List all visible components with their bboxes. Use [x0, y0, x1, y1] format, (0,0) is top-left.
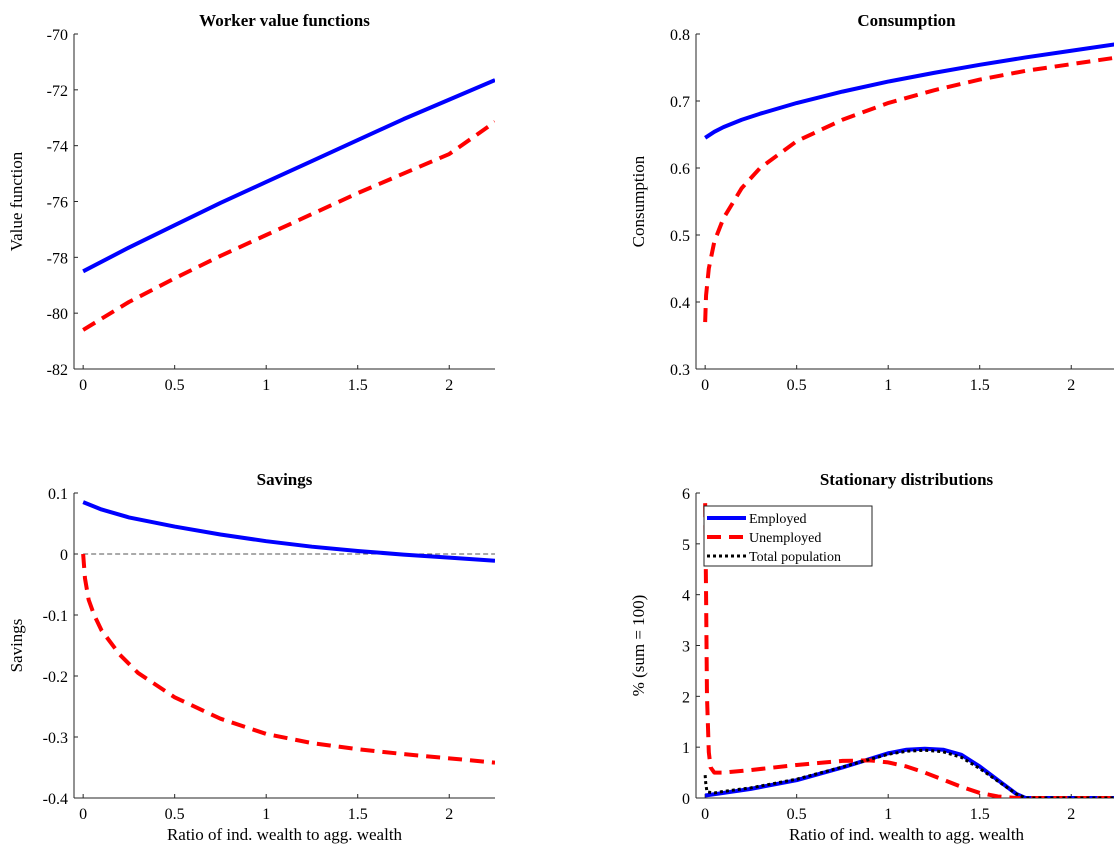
- x-tick-label: 2: [445, 806, 453, 823]
- y-tick-label: 0.1: [48, 486, 68, 503]
- y-tick-label: -72: [47, 83, 68, 100]
- y-tick-label: 2: [682, 689, 690, 706]
- legend-entry: Unemployed: [749, 531, 821, 546]
- series-line-unemployed: [81, 553, 495, 765]
- y-tick-label: -82: [47, 362, 68, 379]
- x-tick-label: 1: [262, 806, 270, 823]
- x-tick-label: 1.5: [348, 806, 368, 823]
- y-tick-label: 5: [682, 537, 690, 554]
- legend-entry: Total population: [749, 550, 841, 565]
- x-tick-label: 0: [701, 377, 709, 394]
- legend: Employed Unemployed Total population: [703, 505, 873, 567]
- y-tick-label: -0.4: [43, 791, 68, 808]
- x-tick-label: 0.5: [165, 377, 185, 394]
- y-tick-label: -0.2: [43, 669, 68, 686]
- x-tick-label: 1: [884, 377, 892, 394]
- y-tick-label: -76: [47, 195, 68, 212]
- y-tick-label: 0.8: [670, 27, 690, 44]
- y-tick-label: 3: [682, 639, 690, 656]
- y-tick-label: 0.7: [670, 94, 690, 111]
- x-tick-label: 0.5: [787, 806, 807, 823]
- y-tick-label: -78: [47, 250, 68, 267]
- x-axis-label: Ratio of ind. wealth to agg. wealth: [167, 825, 403, 844]
- consumption-title: Consumption: [857, 11, 956, 30]
- y-tick-label: -0.1: [43, 608, 68, 625]
- x-tick-label: 0.5: [165, 806, 185, 823]
- y-tick-label: -0.3: [43, 730, 68, 747]
- x-axis-label: Ratio of ind. wealth to agg. wealth: [789, 825, 1025, 844]
- series-line-unemployed: [703, 55, 1114, 323]
- y-axis-label: Value function: [7, 151, 26, 251]
- y-tick-label: 0: [682, 791, 690, 808]
- savings-panel: 0 0.5 1 1.5 2 -0.4 -0.3 -0.2 -0.1 0 0.1 Savings Savi…: [7, 470, 495, 844]
- legend-entry: Employed: [749, 512, 807, 527]
- series-line-total-population: [703, 748, 1114, 798]
- y-tick-label: 4: [682, 588, 690, 605]
- y-tick-label: 0.5: [670, 228, 690, 245]
- y-tick-label: 0.4: [670, 295, 690, 312]
- x-tick-label: 1.5: [970, 377, 990, 394]
- series-line-employed: [82, 78, 495, 274]
- y-axis-label: Consumption: [629, 155, 648, 247]
- y-axis-label: Savings: [7, 619, 26, 673]
- series-line-employed: [704, 746, 1114, 798]
- y-tick-label: 1: [682, 740, 690, 757]
- series-line-employed: [82, 500, 495, 563]
- x-tick-label: 1.5: [970, 806, 990, 823]
- y-tick-label: -70: [47, 27, 68, 44]
- y-tick-label: 0.6: [670, 161, 690, 178]
- series-line-unemployed: [82, 120, 495, 332]
- value-functions-title: Worker value functions: [199, 11, 370, 30]
- x-tick-label: 1.5: [348, 377, 368, 394]
- y-tick-label: -74: [47, 139, 68, 156]
- x-tick-label: 2: [1067, 806, 1075, 823]
- x-tick-label: 1: [262, 377, 270, 394]
- y-tick-label: -80: [47, 306, 68, 323]
- x-tick-label: 0: [701, 806, 709, 823]
- x-tick-label: 0.5: [787, 377, 807, 394]
- series-line-employed: [704, 42, 1114, 140]
- x-tick-label: 2: [445, 377, 453, 394]
- distributions-title: Stationary distributions: [820, 470, 994, 489]
- y-tick-label: 0: [60, 547, 68, 564]
- x-tick-label: 1: [884, 806, 892, 823]
- y-tick-label: 6: [682, 486, 690, 503]
- savings-title: Savings: [257, 470, 313, 489]
- value-functions-panel: 0 0.5 1 1.5 2 -82 -80 -78 -76 -74 -72 -70 Worker val…: [7, 11, 495, 394]
- y-axis-label: % (sum = 100): [629, 595, 648, 697]
- distributions-panel: 0 0.5 1 1.5 2 0 1 2 3 4 5 6 Stationary distributions…: [629, 470, 1114, 844]
- y-tick-label: 0.3: [670, 362, 690, 379]
- consumption-panel: 0 0.5 1 1.5 2 0.3 0.4 0.5 0.6 0.7 0.8 Consumption Co…: [629, 11, 1114, 394]
- x-tick-label: 2: [1067, 377, 1075, 394]
- x-tick-label: 0: [79, 377, 87, 394]
- x-tick-label: 0: [79, 806, 87, 823]
